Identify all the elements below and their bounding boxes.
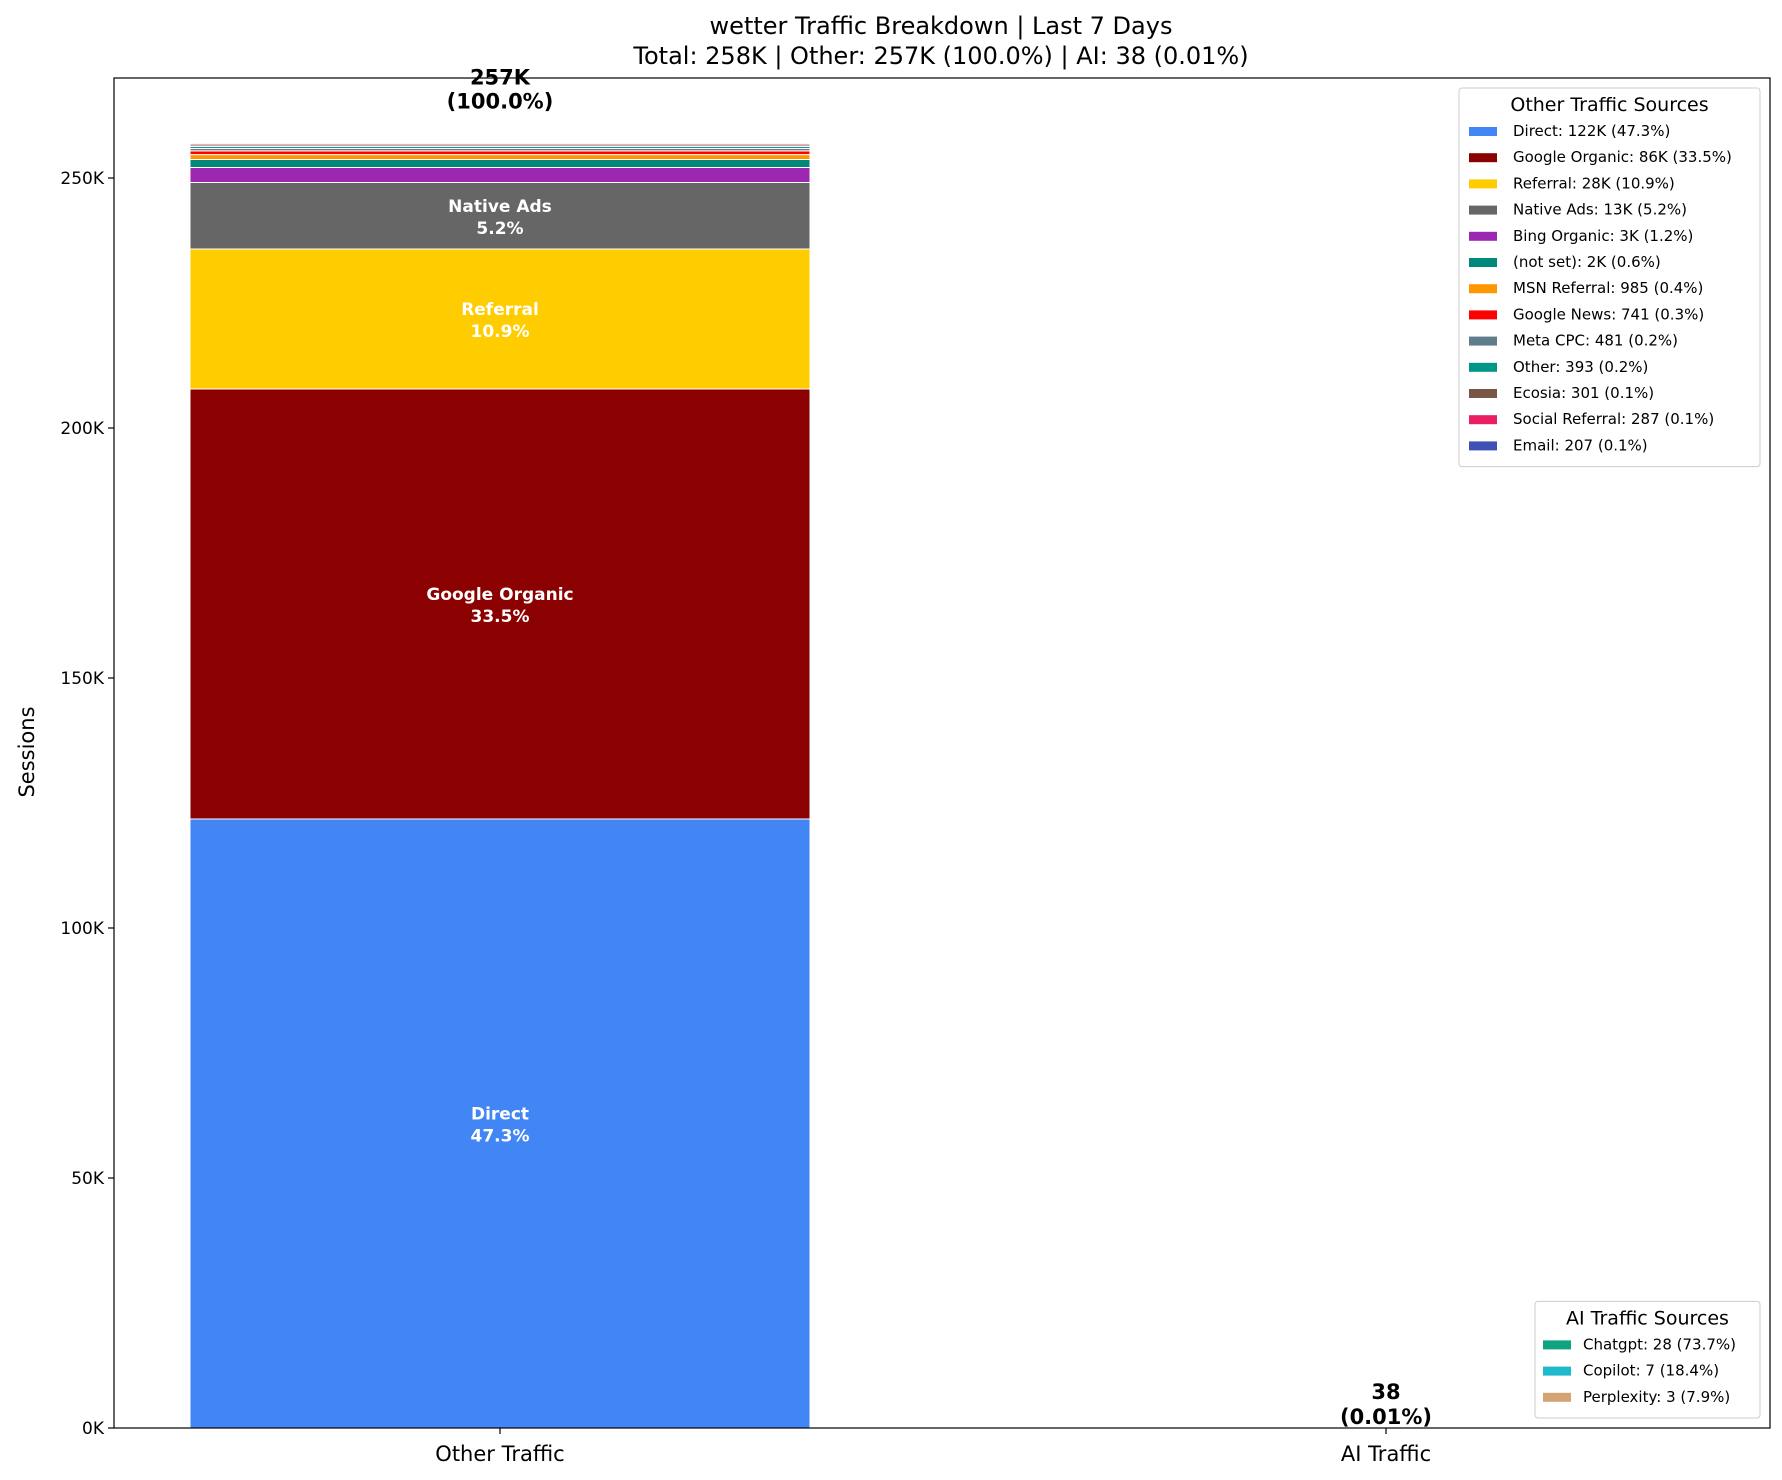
segment-label: Native Ads <box>448 197 552 217</box>
legend-entry: MSN Referral: 985 (0.4%) <box>1513 279 1703 297</box>
bar-layer <box>189 142 1697 1429</box>
bar-segment-google-organic <box>189 388 811 820</box>
chart-subtitle: Total: 258K | Other: 257K (100.0%) | AI:… <box>632 42 1248 70</box>
legend-entry: (not set): 2K (0.6%) <box>1513 253 1661 271</box>
legend-entry: Native Ads: 13K (5.2%) <box>1513 201 1687 219</box>
legend-entry: Social Referral: 287 (0.1%) <box>1513 410 1714 428</box>
plot-frame <box>113 77 1771 1429</box>
bar-total-percent: (0.01%) <box>1340 1405 1432 1429</box>
legend-swatch <box>1469 415 1497 425</box>
y-tick-label: 150K <box>60 669 104 689</box>
legend-swatch <box>1469 258 1497 267</box>
chart-title: wetter Traffic Breakdown | Last 7 Days <box>710 12 1173 40</box>
segment-label: Direct <box>471 1105 529 1125</box>
legend-ai-sources: AI Traffic Sources Chatgpt: 28 (73.7%) Cop… <box>1534 1300 1761 1419</box>
legend-other-box <box>1458 87 1761 468</box>
bar-total-percent: (100.0%) <box>447 90 554 114</box>
bar-segment-email <box>189 142 811 145</box>
legend-entry: Bing Organic: 3K (1.2%) <box>1513 227 1693 245</box>
segment-label: Referral <box>461 300 539 320</box>
bar-total-value: 38 <box>1371 1380 1400 1404</box>
legend-swatch <box>1543 1392 1571 1402</box>
bar-segment-bing-organic <box>189 167 811 183</box>
legend-entry: Ecosia: 301 (0.1%) <box>1513 384 1654 402</box>
bar-segment-msn-referral <box>189 154 811 160</box>
bar-segment--not-set- <box>189 159 811 168</box>
legend-entry: Copilot: 7 (18.4%) <box>1583 1362 1719 1380</box>
x-tick-label: Other Traffic <box>435 1442 564 1466</box>
segment-label: Google Organic <box>426 585 573 605</box>
legend-swatch <box>1469 284 1497 294</box>
x-tick-label: AI Traffic <box>1341 1442 1431 1466</box>
legend-swatch <box>1469 179 1497 189</box>
legend-swatch <box>1469 231 1497 241</box>
segment-percent: 33.5% <box>471 607 530 627</box>
legend-swatch <box>1543 1366 1571 1376</box>
legend-entry: Direct: 122K (47.3%) <box>1513 122 1670 140</box>
legend-swatch <box>1469 205 1497 215</box>
segment-percent: 47.3% <box>471 1127 530 1147</box>
legend-swatch <box>1469 362 1497 372</box>
legend-entry: Referral: 28K (10.9%) <box>1513 174 1675 192</box>
bar-total-value: 257K <box>470 66 531 90</box>
legend-entry: Google Organic: 86K (33.5%) <box>1513 148 1732 166</box>
segment-percent: 5.2% <box>476 219 523 239</box>
legend-swatch <box>1469 389 1497 398</box>
y-tick-label: 0K <box>82 1419 105 1439</box>
legend-entry: Google News: 741 (0.3%) <box>1513 305 1704 323</box>
legend-swatch <box>1543 1340 1571 1350</box>
y-tick-label: 200K <box>60 419 104 439</box>
legend-swatch <box>1469 153 1497 163</box>
legend-swatch <box>1469 310 1497 320</box>
legend-ai-box <box>1534 1300 1761 1419</box>
bar-segment-native-ads <box>189 182 811 250</box>
legend-swatch <box>1469 127 1497 136</box>
axes-layer: 0K 50K 100K 150K 200K 250K Other Traffic AI Tra… <box>60 77 1771 1466</box>
bar-segment-direct <box>189 818 811 1429</box>
segment-percent: 10.9% <box>471 322 530 342</box>
legend-ai-title: AI Traffic Sources <box>1566 1307 1729 1329</box>
legend-swatch <box>1469 336 1497 346</box>
y-axis-label: Sessions <box>15 706 39 797</box>
legend-entry: Meta CPC: 481 (0.2%) <box>1513 332 1678 350</box>
y-tick-label: 50K <box>71 1169 105 1189</box>
y-tick-label: 250K <box>60 169 104 189</box>
y-tick-label: 100K <box>60 919 104 939</box>
legend-other-title: Other Traffic Sources <box>1510 94 1708 116</box>
legend-other-sources: Other Traffic Sources Direct: 122K (47.3%… <box>1458 87 1761 468</box>
legend-entry: Other: 393 (0.2%) <box>1513 358 1648 376</box>
bar-segment-google-news <box>189 150 811 156</box>
legend-entry: Perplexity: 3 (7.9%) <box>1583 1388 1730 1406</box>
legend-entry: Chatgpt: 28 (73.7%) <box>1583 1335 1736 1353</box>
legend-swatch <box>1469 441 1497 451</box>
legend-entry: Email: 207 (0.1%) <box>1513 436 1648 454</box>
